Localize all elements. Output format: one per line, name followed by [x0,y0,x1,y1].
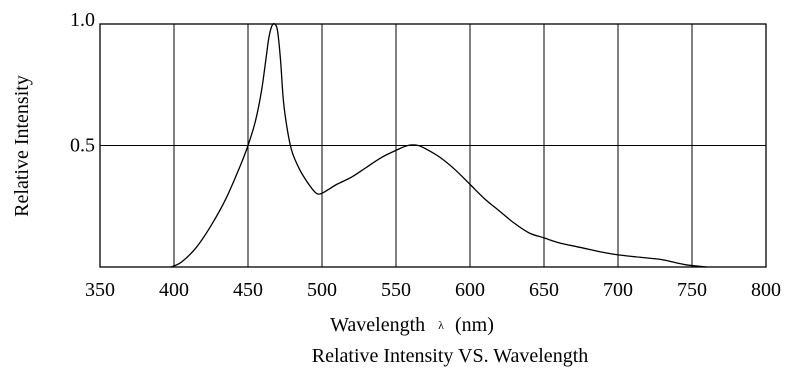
spectrum-curve [170,23,707,268]
chart-grid [100,24,766,267]
y-tick-label: 1.0 [70,9,95,31]
x-axis-label: Wavelength λ (nm) [330,312,494,336]
x-tick-label: 700 [603,279,633,301]
x-tick-label: 450 [233,279,263,301]
y-tick-label: 0.5 [70,135,95,157]
x-tick-label: 500 [307,279,337,301]
x-tick-label: 750 [677,279,707,301]
x-axis-unit: (nm) [455,314,494,336]
y-axis-label: Relative Intensity [11,75,33,217]
x-tick-label: 600 [455,279,485,301]
x-tick-label: 350 [85,279,115,301]
x-tick-labels: 350 400 450 500 550 600 650 700 750 800 [85,279,781,301]
x-tick-label: 800 [751,279,781,301]
y-tick-labels: 0.5 1.0 [70,9,95,157]
x-tick-label: 400 [159,279,189,301]
x-tick-label: 550 [381,279,411,301]
x-tick-label: 650 [529,279,559,301]
plot-area-frame [99,23,767,268]
lambda-symbol: λ [438,318,444,332]
chart-title: Relative Intensity VS. Wavelength [312,345,589,367]
x-axis-label-text: Wavelength [330,314,425,336]
